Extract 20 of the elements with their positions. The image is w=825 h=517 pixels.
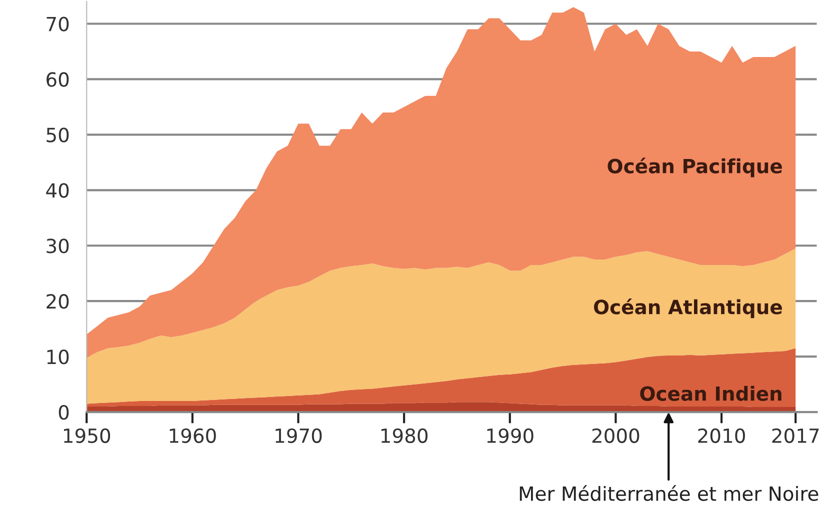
x-tick-label: 1990 — [487, 428, 534, 444]
x-tick-label: 2017 — [772, 428, 819, 444]
x-tick-label: 2000 — [592, 428, 640, 444]
y-tick-label: 70 — [46, 16, 69, 32]
series-label: Océan Atlantique — [594, 298, 782, 318]
x-tick-label: 1960 — [170, 428, 216, 444]
y-tick-label: 50 — [46, 128, 69, 142]
x-tick-label: 1950 — [64, 428, 110, 444]
y-tick-label: 10 — [47, 350, 69, 364]
y-tick-label: 40 — [46, 183, 69, 198]
x-tick-label: 1980 — [381, 428, 428, 444]
series-label: Ocean Indien — [640, 386, 782, 401]
y-tick-label: 30 — [46, 238, 69, 254]
series-label: Océan Pacifique — [608, 158, 782, 178]
y-tick-label: 20 — [46, 294, 69, 309]
x-tick-label: 1970 — [276, 428, 322, 444]
y-tick-label: 0 — [58, 405, 69, 420]
text: Mer Méditerranée et mer Noire — [520, 485, 818, 501]
y-tick-label: 60 — [46, 72, 69, 87]
x-tick-label: 2010 — [698, 428, 745, 444]
